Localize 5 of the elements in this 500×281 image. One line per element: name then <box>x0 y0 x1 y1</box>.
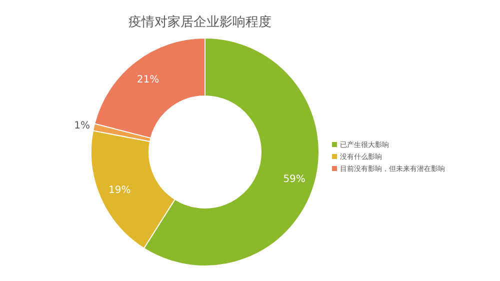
data-label: 21% <box>136 74 160 86</box>
data-label: 59% <box>283 174 306 185</box>
data-label: 1% <box>74 120 90 132</box>
chart-title: 疫情对家居企业影响程度 <box>128 14 272 30</box>
data-label: 19% <box>108 184 131 196</box>
